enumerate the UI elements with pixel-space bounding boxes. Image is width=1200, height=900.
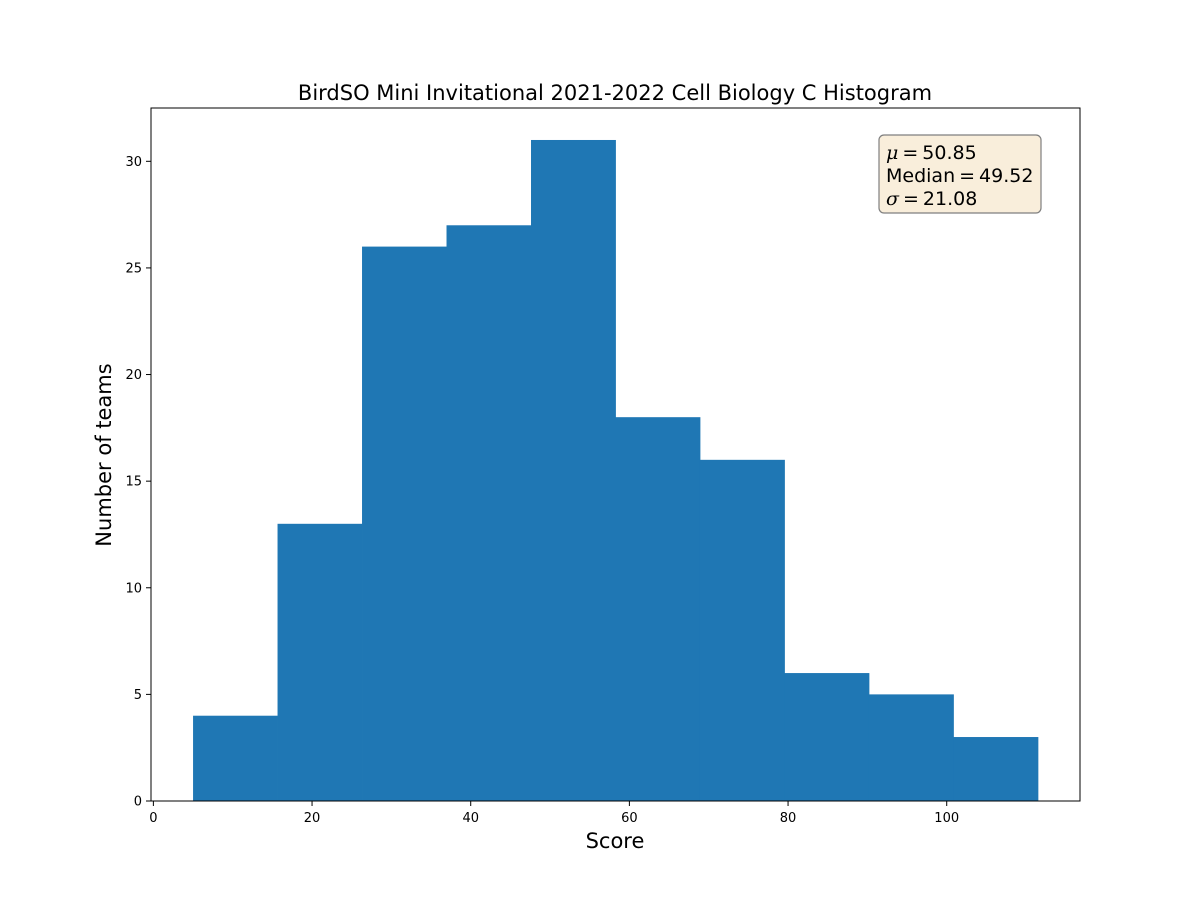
plot-frame: [150, 107, 1081, 802]
mean-symbol: μ: [886, 142, 898, 164]
y-tick-label: 25: [125, 261, 142, 276]
stats-box-background: [878, 134, 1042, 214]
y-axis-ticks: 0 5 10 15 20 25 30: [125, 155, 151, 810]
y-tick-label: 15: [125, 475, 142, 490]
histogram-bar-6: [615, 417, 701, 801]
stats-median-line: Median = 49.52: [886, 165, 1033, 187]
histogram-bar-4: [446, 225, 532, 801]
histogram-bars: [193, 139, 1039, 802]
x-tick-label: 100: [934, 811, 959, 826]
sd-equals: =: [903, 188, 919, 210]
median-label: Median: [886, 165, 955, 187]
stats-sd-line: σ = 21.08: [886, 188, 977, 210]
chart-title: BirdSO Mini Invitational 2021-2022 Cell …: [298, 81, 932, 105]
histogram-bar-10: [953, 737, 1039, 801]
histogram-bar-8: [784, 673, 870, 801]
y-tick-label: 10: [125, 581, 142, 596]
x-tick-label: 80: [780, 811, 797, 826]
x-tick-label: 0: [149, 811, 157, 826]
median-value: 49.52: [979, 165, 1033, 187]
sd-value: 21.08: [923, 188, 977, 210]
sd-symbol: σ: [886, 188, 900, 210]
x-tick-label: 60: [621, 811, 638, 826]
stats-mean-line: μ = 50.85: [886, 142, 977, 164]
y-tick-label: 30: [125, 155, 142, 170]
histogram-bar-1: [193, 715, 278, 801]
x-tick-label: 40: [462, 811, 479, 826]
y-tick-label: 5: [134, 688, 142, 703]
histogram-bar-5: [531, 139, 616, 802]
y-axis-label: Number of teams: [92, 363, 116, 546]
mean-equals: =: [902, 142, 918, 164]
stats-box: μ = 50.85 Median = 49.52 σ = 21.08: [878, 134, 1042, 214]
histogram-bar-2: [277, 523, 363, 801]
histogram-bar-3: [362, 246, 447, 802]
histogram-bar-7: [699, 459, 785, 801]
median-equals: =: [959, 165, 975, 187]
x-axis-ticks: 0 20 40 60 80 100: [149, 801, 959, 826]
histogram-bar-9: [868, 694, 954, 801]
mean-value: 50.85: [922, 142, 976, 164]
x-tick-label: 20: [304, 811, 321, 826]
y-tick-label: 0: [134, 795, 142, 810]
y-tick-label: 20: [125, 368, 142, 383]
x-axis-label: Score: [586, 829, 645, 853]
